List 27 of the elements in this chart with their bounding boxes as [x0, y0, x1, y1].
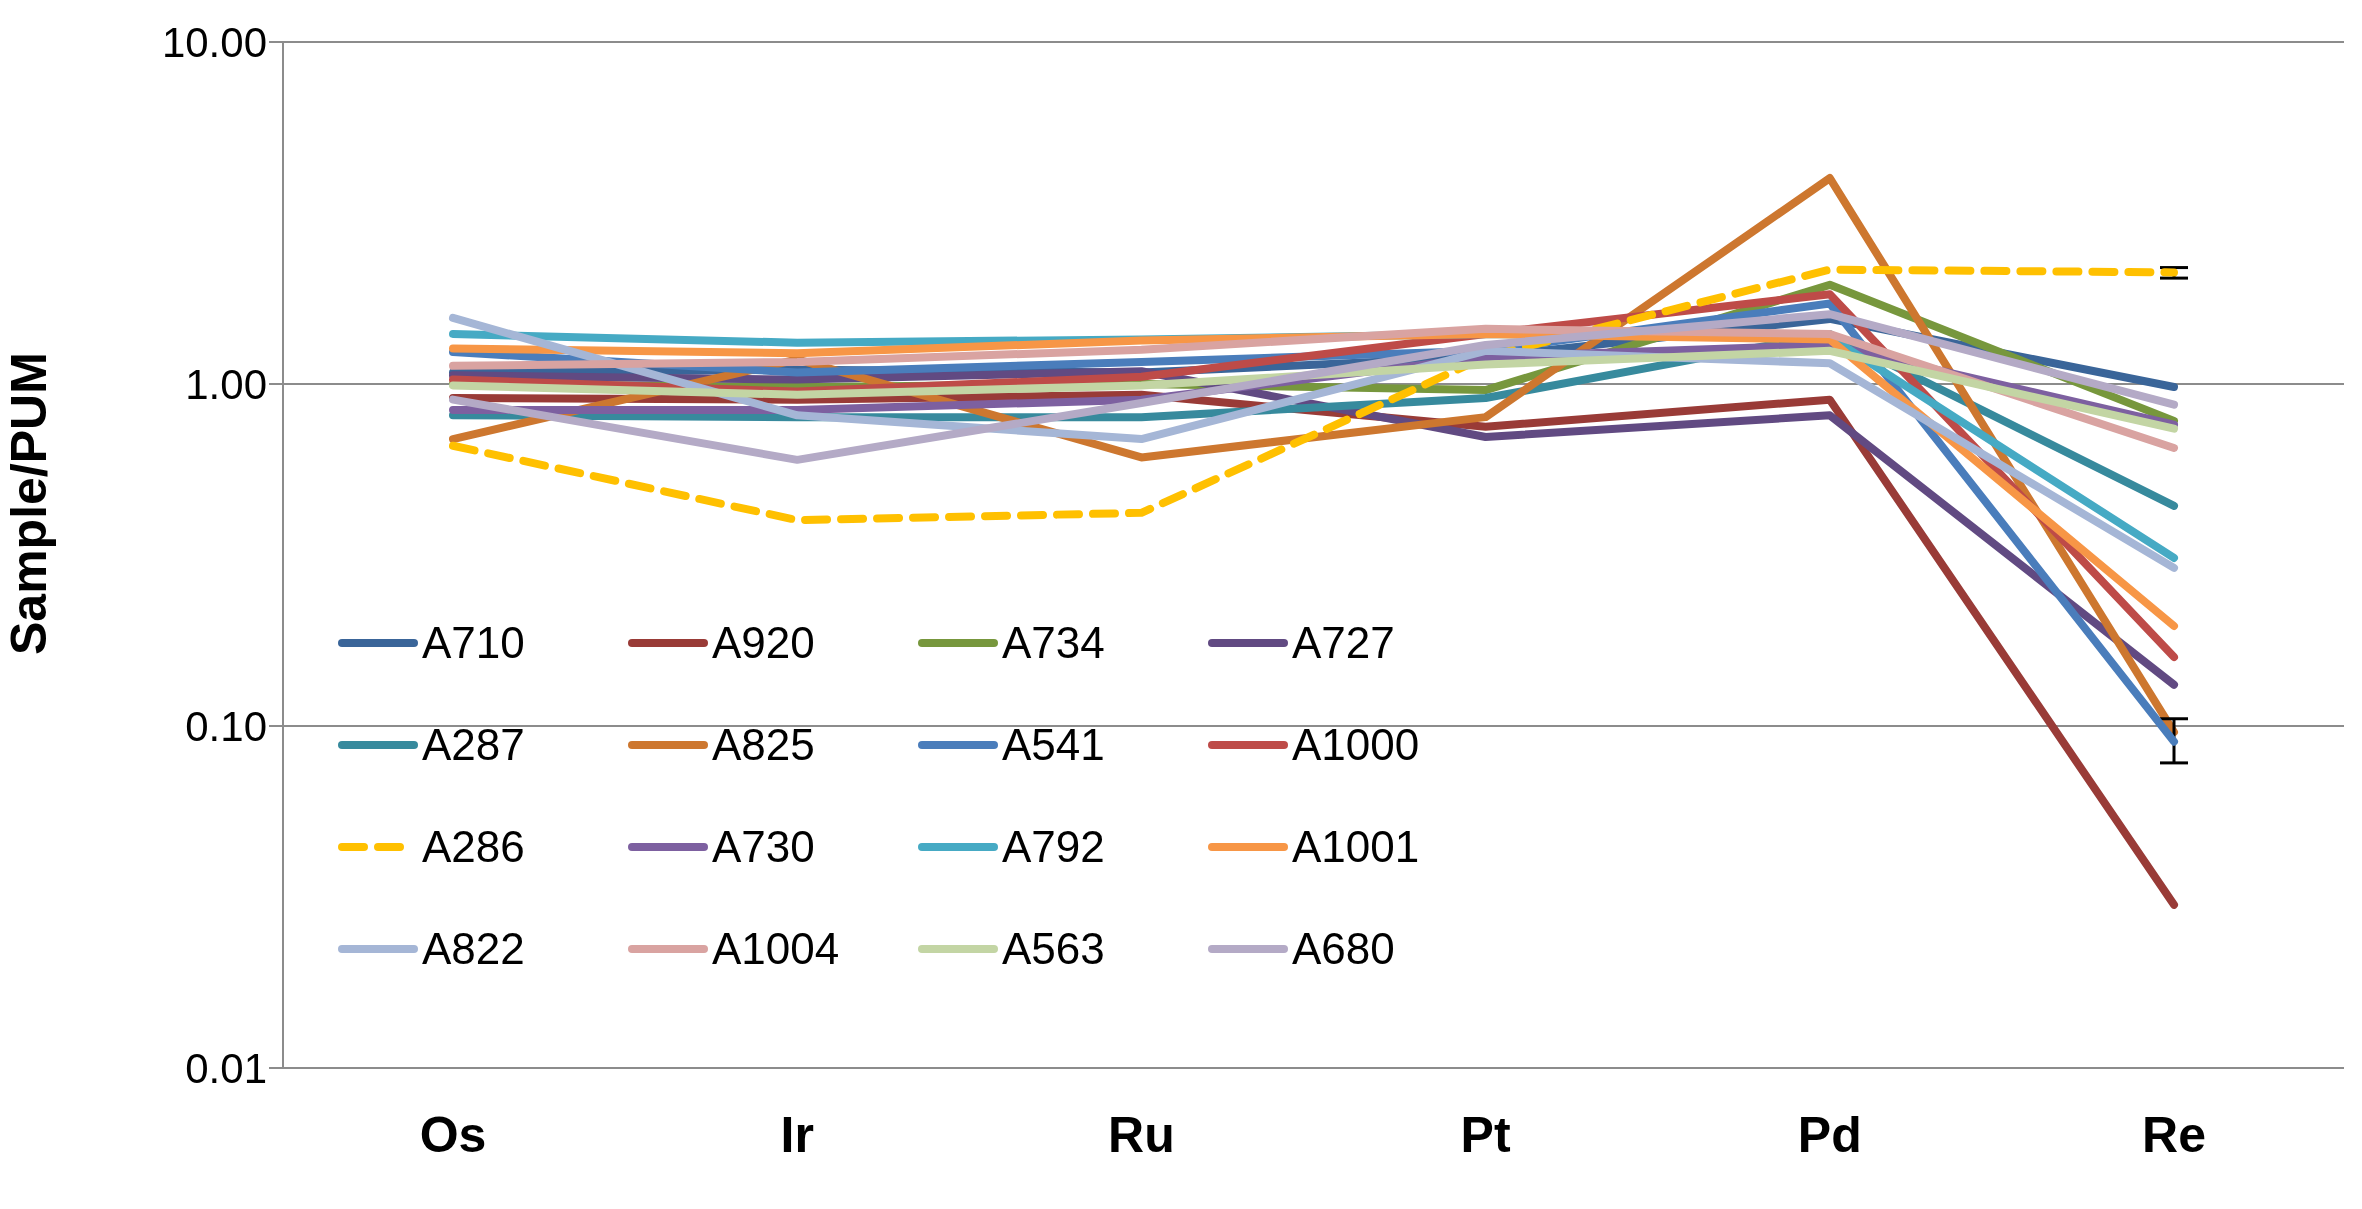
y-tick-label: 1.00: [185, 360, 267, 408]
legend-label: A822: [422, 924, 525, 974]
legend-label: A730: [712, 822, 815, 872]
legend-label: A287: [422, 720, 525, 770]
legend-label: A710: [422, 618, 525, 668]
legend-label: A680: [1292, 924, 1395, 974]
legend-label: A734: [1002, 618, 1105, 668]
legend-label: A541: [1002, 720, 1105, 770]
legend-label: A563: [1002, 924, 1105, 974]
legend-label: A1001: [1292, 822, 1420, 872]
y-axis-title: Sample/PUM: [0, 352, 57, 655]
legend-label: A1000: [1292, 720, 1420, 770]
y-tick-label: 10.00: [161, 18, 267, 66]
x-tick-label: Ir: [780, 1106, 814, 1163]
x-tick-label: Os: [419, 1106, 487, 1163]
x-tick-label: Re: [2142, 1106, 2206, 1163]
x-tick-label: Ru: [1108, 1106, 1175, 1163]
x-tick-label: Pd: [1797, 1106, 1862, 1163]
legend-label: A825: [712, 720, 815, 770]
x-tick-label: Pt: [1460, 1106, 1511, 1163]
legend-label: A1004: [712, 924, 840, 974]
legend-label: A286: [422, 822, 525, 872]
y-tick-label: 0.01: [185, 1044, 267, 1092]
y-tick-label: 0.10: [185, 702, 267, 750]
legend-label: A727: [1292, 618, 1395, 668]
legend-label: A792: [1002, 822, 1105, 872]
legend-label: A920: [712, 618, 815, 668]
